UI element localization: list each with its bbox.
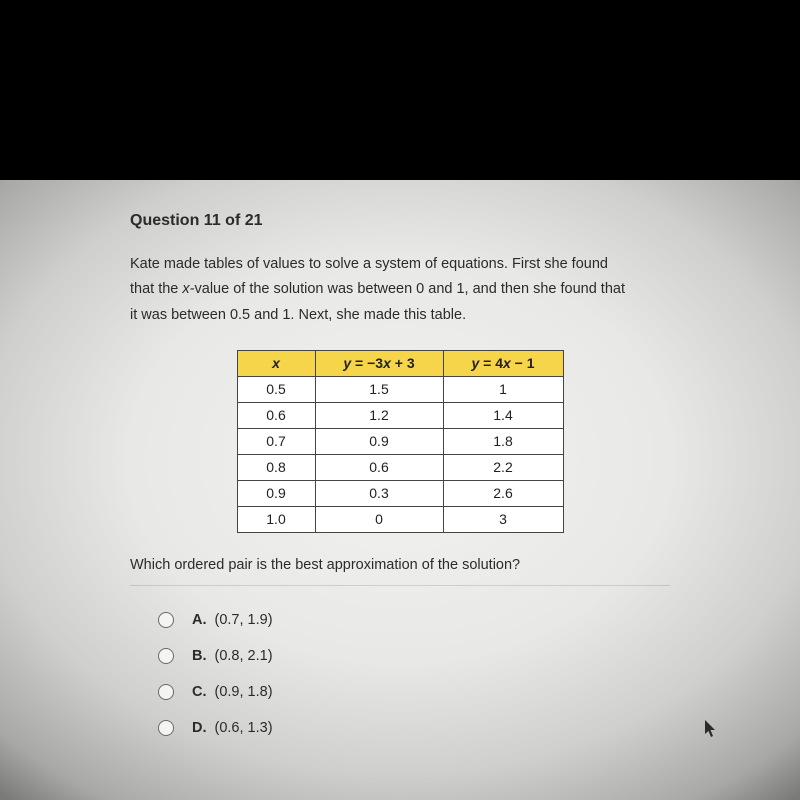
table-row: 0.61.21.4 <box>237 403 563 429</box>
option-c[interactable]: C. (0.9, 1.8) <box>158 684 670 700</box>
body-line-2a: that the <box>130 281 182 297</box>
table-row: 0.51.51 <box>237 377 563 403</box>
radio-icon <box>158 612 174 628</box>
body-line-3: it was between 0.5 and 1. Next, she made… <box>130 307 466 323</box>
italic-x: x- <box>182 281 194 297</box>
option-letter: B. <box>192 648 207 664</box>
option-d[interactable]: D. (0.6, 1.3) <box>158 720 670 736</box>
radio-icon <box>158 648 174 664</box>
option-text: (0.8, 2.1) <box>215 648 273 664</box>
question-total: 21 <box>245 212 263 229</box>
question-label: Question <box>130 212 199 229</box>
radio-icon <box>158 684 174 700</box>
option-text: (0.9, 1.8) <box>215 684 273 700</box>
table-row: 0.70.91.8 <box>237 429 563 455</box>
option-a[interactable]: A. (0.7, 1.9) <box>158 612 670 628</box>
of-label: of <box>225 212 240 229</box>
values-table: x y = −3x + 3 y = 4x − 1 0.51.51 0.61.21… <box>237 350 564 533</box>
divider <box>130 585 670 586</box>
radio-icon <box>158 720 174 736</box>
table-header-row: x y = −3x + 3 y = 4x − 1 <box>237 351 563 377</box>
question-header: Question 11 of 21 <box>130 212 670 230</box>
option-b[interactable]: B. (0.8, 2.1) <box>158 648 670 664</box>
question-body: Kate made tables of values to solve a sy… <box>130 252 670 328</box>
option-letter: A. <box>192 612 207 628</box>
table-body: 0.51.51 0.61.21.4 0.70.91.8 0.80.62.2 0.… <box>237 377 563 533</box>
col-header-y2: y = 4x − 1 <box>443 351 563 377</box>
col-header-y1: y = −3x + 3 <box>315 351 443 377</box>
option-letter: C. <box>192 684 207 700</box>
col-header-x: x <box>237 351 315 377</box>
worksheet-page: Question 11 of 21 Kate made tables of va… <box>0 180 800 800</box>
answer-prompt: Which ordered pair is the best approxima… <box>130 557 670 573</box>
cursor-icon <box>704 720 718 738</box>
option-letter: D. <box>192 720 207 736</box>
option-text: (0.7, 1.9) <box>215 612 273 628</box>
table-row: 0.80.62.2 <box>237 455 563 481</box>
answer-options: A. (0.7, 1.9) B. (0.8, 2.1) C. (0.9, 1.8… <box>130 612 670 736</box>
body-line-2b: value of the solution was between 0 and … <box>195 281 625 297</box>
table-row: 0.90.32.6 <box>237 481 563 507</box>
table-row: 1.003 <box>237 507 563 533</box>
body-line-1: Kate made tables of values to solve a sy… <box>130 256 608 272</box>
option-text: (0.6, 1.3) <box>215 720 273 736</box>
question-number: 11 <box>204 212 221 229</box>
